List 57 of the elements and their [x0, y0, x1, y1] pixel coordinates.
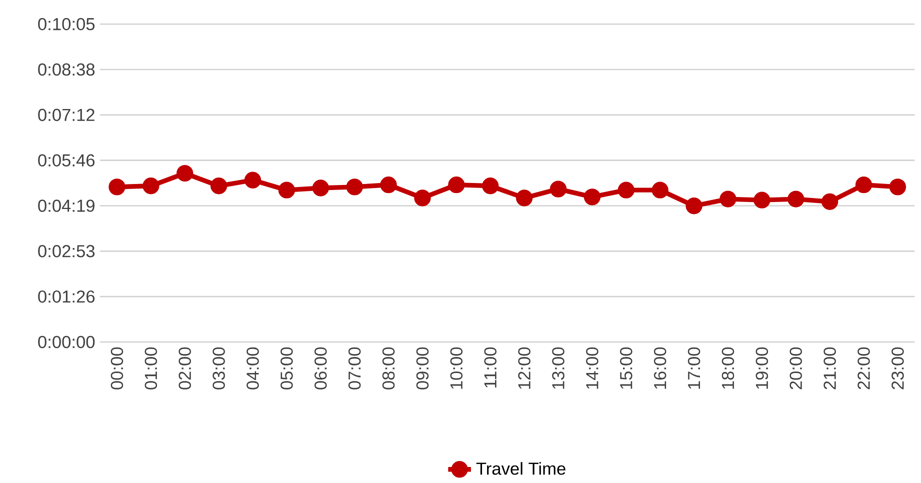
- point: [346, 178, 363, 196]
- point: [176, 164, 194, 182]
- y-tick-label: 0:05:46: [38, 154, 95, 166]
- x-tick-label: 22:00: [858, 347, 870, 390]
- point: [618, 182, 634, 198]
- x-tick-label: 09:00: [416, 347, 429, 390]
- point: [244, 172, 262, 188]
- point: [516, 190, 533, 206]
- point: [448, 176, 465, 194]
- x-tick-label: 10:00: [450, 347, 463, 389]
- point: [312, 180, 329, 196]
- y-tick-label: 0:08:38: [38, 63, 95, 76]
- point: [855, 176, 872, 194]
- x-tick-label: 02:00: [178, 347, 191, 390]
- x-tick-label: 06:00: [314, 347, 327, 390]
- point: [380, 176, 397, 194]
- point: [108, 178, 126, 196]
- point: [210, 178, 228, 194]
- y-tick-label: 0:10:05: [38, 18, 95, 30]
- x-tick-label: 05:00: [280, 347, 293, 390]
- y-tick-label: 0:00:00: [38, 336, 95, 348]
- point: [652, 182, 668, 198]
- x-tick-label: 13:00: [552, 347, 564, 389]
- x-tick-label: 04:00: [246, 347, 259, 390]
- x-tick-label: 12:00: [518, 347, 530, 389]
- legend-label: Travel Time: [476, 462, 566, 475]
- x-tick-label: 08:00: [382, 347, 395, 390]
- x-tick-label: 19:00: [756, 347, 768, 389]
- point: [414, 190, 431, 206]
- y-tick-label: 0:01:26: [38, 290, 95, 303]
- point: [584, 188, 601, 206]
- point: [142, 178, 160, 194]
- x-tick-label: 11:00: [484, 347, 496, 388]
- point: [889, 178, 906, 196]
- y-tick-label: 0:07:12: [38, 108, 94, 122]
- y-tick-label: 0:02:53: [38, 245, 95, 258]
- x-tick-label: 00:00: [110, 347, 124, 390]
- x-tick-label: 16:00: [654, 347, 666, 389]
- x-tick-label: 01:00: [144, 347, 158, 390]
- x-tick-label: 03:00: [212, 347, 225, 390]
- y-tick-label: 0:04:19: [38, 200, 94, 212]
- point: [720, 190, 736, 208]
- x-tick-label: 07:00: [348, 347, 361, 390]
- point: [278, 182, 296, 198]
- point: [686, 198, 702, 214]
- point: [788, 190, 804, 208]
- point: [821, 193, 838, 210]
- point: [754, 192, 770, 208]
- x-tick-label: 21:00: [824, 347, 836, 390]
- x-tick-label: 18:00: [722, 347, 734, 389]
- x-tick-label: 23:00: [892, 347, 904, 390]
- x-tick-label: 17:00: [688, 347, 700, 389]
- x-tick-label: 20:00: [790, 347, 802, 390]
- x-tick-label: 15:00: [620, 347, 632, 389]
- point: [482, 178, 499, 194]
- x-tick-label: 14:00: [586, 347, 598, 389]
- point: [550, 180, 567, 198]
